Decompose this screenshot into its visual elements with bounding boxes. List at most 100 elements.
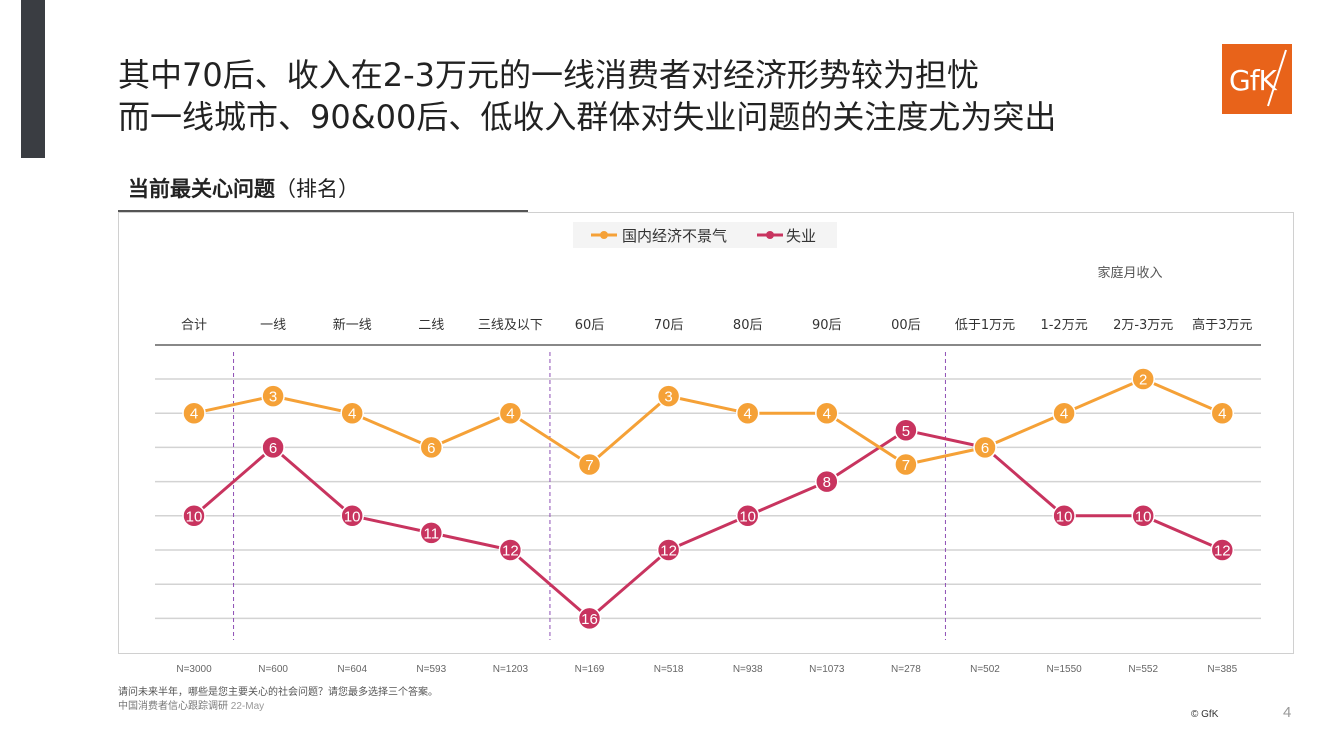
data-point: [973, 435, 997, 460]
category-label: 60后: [575, 318, 605, 333]
title-line-2: 而一线城市、90&00后、低收入群体对失业问题的关注度尤为突出: [118, 98, 1057, 136]
data-point: [182, 401, 206, 425]
data-label: 10: [344, 508, 361, 525]
sample-size-label: N=278: [891, 664, 921, 675]
data-label: 7: [902, 457, 910, 474]
footnote-question: 请问未来半年，哪些是您主要关心的社会问题？请您最多选择三个答案。: [118, 687, 438, 698]
data-point: [1210, 401, 1235, 425]
data-point: [894, 418, 918, 443]
category-label: 70后: [654, 318, 684, 333]
logo-slash-icon: [1267, 49, 1287, 107]
data-point: [735, 504, 760, 528]
sample-size-label: N=518: [654, 664, 684, 675]
data-label: 7: [585, 457, 593, 474]
series-line: [193, 377, 1223, 466]
copyright: © GfK: [1191, 709, 1219, 720]
data-label: 5: [902, 423, 910, 440]
chart-frame: [118, 212, 1294, 654]
data-label: 4: [1218, 406, 1226, 423]
data-label: 10: [1135, 508, 1152, 525]
data-label: 4: [348, 406, 356, 423]
data-point: [419, 521, 444, 545]
logo-text: GfK: [1229, 64, 1277, 97]
category-label: 合计: [181, 318, 207, 333]
data-label: 6: [981, 440, 989, 457]
category-label: 低于1万元: [955, 318, 1015, 333]
category-label: 90后: [812, 318, 842, 333]
data-label: 3: [664, 389, 672, 406]
chart-subtitle: 当前最关心问题（排名）: [128, 173, 359, 203]
gfk-logo: GfK: [1222, 44, 1292, 114]
subtitle-rule: [118, 210, 528, 212]
accent-bar: [21, 0, 45, 158]
data-point: [1131, 504, 1155, 528]
series-line: [193, 428, 1223, 620]
data-point: [577, 606, 602, 631]
category-label: 三线及以下: [478, 318, 543, 333]
data-point: [735, 401, 760, 425]
data-point: [261, 384, 285, 408]
category-label: 高于3万元: [1192, 317, 1252, 333]
data-label: 4: [823, 406, 831, 423]
legend-swatch-marker: [766, 231, 774, 239]
data-point: [894, 452, 918, 477]
category-label: 80后: [733, 318, 763, 333]
data-point: [656, 384, 681, 408]
category-label: 2万-3万元: [1113, 318, 1173, 333]
sample-size-label: N=1550: [1046, 664, 1082, 675]
sample-size-label: N=385: [1207, 664, 1237, 675]
sample-size-label: N=169: [575, 664, 605, 675]
sample-size-label: N=600: [258, 664, 288, 675]
subtitle-normal: （排名）: [275, 177, 359, 201]
sample-size-label: N=604: [337, 664, 367, 675]
sample-size-label: N=3000: [176, 664, 212, 675]
data-label: 11: [424, 525, 440, 542]
footnote-date: 22-May: [230, 701, 265, 712]
data-point: [340, 504, 364, 528]
sample-size-label: N=938: [733, 664, 763, 675]
footnote-source-text: 中国消费者信心跟踪调研: [118, 701, 228, 712]
data-label: 4: [744, 406, 752, 423]
category-label: 1-2万元: [1040, 318, 1087, 333]
page-number: 4: [1283, 704, 1292, 721]
data-point: [340, 401, 364, 425]
legend-label: 国内经济不景气: [622, 227, 727, 245]
data-label: 2: [1139, 372, 1147, 389]
data-label: 4: [506, 406, 514, 423]
data-label: 4: [190, 406, 198, 423]
data-point: [577, 452, 602, 477]
footnote-source: 中国消费者信心跟踪调研 22-May: [118, 697, 264, 712]
data-label: 10: [739, 508, 756, 525]
data-point: [1052, 504, 1076, 528]
data-label: 10: [1056, 508, 1073, 525]
page-title: 其中70后、收入在2-3万元的一线消费者对经济形势较为担忧 而一线城市、90&0…: [118, 54, 1056, 138]
sample-size-label: N=1073: [809, 664, 845, 675]
data-point: [656, 538, 681, 562]
legend-label: 失业: [786, 227, 816, 245]
data-label: 10: [186, 508, 203, 525]
data-label: 12: [1214, 543, 1231, 560]
data-point: [182, 504, 206, 528]
legend-swatch-marker: [600, 231, 608, 239]
data-point: [1131, 367, 1155, 391]
category-label: 新一线: [333, 317, 372, 333]
group-label: 家庭月收入: [1097, 265, 1162, 281]
category-label: 二线: [418, 318, 444, 333]
data-point: [419, 435, 444, 460]
category-label: 00后: [891, 318, 921, 333]
data-point: [261, 435, 285, 460]
category-label: 一线: [260, 318, 286, 333]
data-label: 3: [269, 389, 277, 406]
sample-size-label: N=1203: [493, 664, 529, 675]
data-point: [498, 401, 523, 425]
data-label: 12: [502, 543, 519, 560]
data-label: 6: [427, 440, 435, 457]
subtitle-bold: 当前最关心问题: [128, 177, 275, 201]
title-line-1: 其中70后、收入在2-3万元的一线消费者对经济形势较为担忧: [118, 56, 979, 94]
sample-size-label: N=552: [1128, 664, 1158, 675]
data-label: 4: [1060, 406, 1068, 423]
sample-size-label: N=502: [970, 664, 1000, 675]
data-point: [1052, 401, 1076, 425]
data-point: [815, 469, 839, 494]
